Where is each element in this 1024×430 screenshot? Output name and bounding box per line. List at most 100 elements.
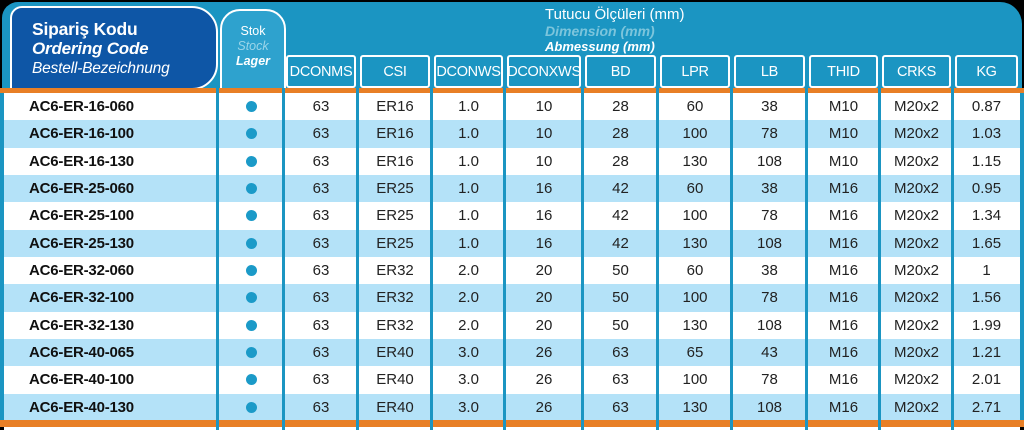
value-cell-bd: 42: [612, 207, 629, 225]
value-cell-bd: 63: [612, 344, 629, 362]
stock-cell: [218, 120, 284, 147]
table-row: AC6-ER-16-100 63 ER16 1.0 10 28 100 78 M10 M20x2 1…: [4, 120, 1020, 148]
column-divider: [430, 88, 433, 430]
value-cell-thid: M10: [828, 125, 859, 143]
value-cell-csi: ER32: [376, 316, 414, 334]
table-body: AC6-ER-16-060 63 ER16 1.0 10 28 60 38 M10 M20x2 0.…: [4, 93, 1020, 421]
value-cell-crks: M20x2: [893, 98, 940, 116]
value-cell-lb: 78: [761, 289, 778, 307]
value-cell-dconws: 1.0: [458, 125, 479, 143]
value-cell-dconws: 3.0: [458, 344, 479, 362]
value-cell-dconxws: 16: [535, 234, 553, 252]
column-divider: [730, 88, 733, 430]
value-cell-lpr: 60: [686, 98, 704, 116]
value-cell-kg: 1.15: [971, 152, 1002, 170]
orange-divider-top: [0, 88, 1024, 93]
value-cell-lpr: 100: [682, 207, 708, 225]
stock-cell: [218, 312, 284, 339]
value-cell-bd: 28: [612, 98, 629, 116]
value-cell-dconms: 63: [312, 289, 330, 307]
table-row: AC6-ER-32-100 63 ER32 2.0 20 50 100 78 M16 M20x2 1…: [4, 284, 1020, 312]
column-divider: [805, 88, 808, 430]
ordering-code-cell: AC6-ER-32-060: [29, 262, 134, 280]
value-cell-crks: M20x2: [893, 316, 940, 334]
value-cell-dconms: 63: [312, 207, 330, 225]
value-cell-dconws: 2.0: [458, 262, 479, 280]
value-cell-bd: 28: [612, 152, 629, 170]
value-cell-csi: ER16: [376, 125, 414, 143]
value-cell-crks: M20x2: [893, 152, 940, 170]
ordering-code-cell: AC6-ER-40-100: [29, 371, 134, 389]
value-cell-dconws: 2.0: [458, 289, 479, 307]
value-cell-crks: M20x2: [893, 234, 940, 252]
value-cell-dconxws: 10: [535, 98, 553, 116]
table-row: AC6-ER-40-065 63 ER40 3.0 26 63 65 43 M16 M20x2 1.…: [4, 338, 1020, 367]
value-cell-dconws: 2.0: [458, 316, 479, 334]
table-row: AC6-ER-25-130 63 ER25 1.0 16 42 130 108 M16 M20x2…: [4, 229, 1020, 257]
in-stock-dot: [245, 319, 257, 331]
value-cell-dconms: 63: [312, 125, 330, 143]
dimensions-title-de: Abmessung (mm): [545, 39, 655, 54]
column-divider: [503, 88, 506, 430]
value-cell-bd: 42: [612, 234, 629, 252]
stock-cell: [218, 175, 284, 202]
table-row: AC6-ER-40-130 63 ER40 3.0 26 63 130 108 M16 M20x2…: [4, 393, 1020, 421]
in-stock-dot: [245, 265, 257, 277]
stock-cell: [218, 394, 284, 421]
value-cell-dconws: 1.0: [458, 98, 479, 116]
value-cell-crks: M20x2: [893, 180, 940, 198]
value-cell-dconms: 63: [312, 152, 330, 170]
table-row: AC6-ER-32-130 63 ER32 2.0 20 50 130 108 M16 M20x2…: [4, 312, 1020, 339]
value-cell-thid: M16: [828, 207, 859, 225]
value-cell-dconws: 1.0: [458, 234, 479, 252]
value-cell-dconms: 63: [312, 316, 330, 334]
column-divider: [282, 88, 285, 430]
stock-cell: [218, 339, 284, 366]
value-cell-kg: 1.65: [971, 234, 1002, 252]
value-cell-dconxws: 26: [535, 398, 553, 416]
value-cell-crks: M20x2: [893, 207, 940, 225]
ordering-code-cell: AC6-ER-40-130: [29, 398, 134, 416]
value-cell-dconws: 1.0: [458, 180, 479, 198]
orange-divider-bottom: [0, 420, 1024, 427]
value-cell-dconxws: 20: [535, 262, 553, 280]
value-cell-crks: M20x2: [893, 289, 940, 307]
value-cell-crks: M20x2: [893, 371, 940, 389]
value-cell-dconxws: 10: [535, 152, 553, 170]
value-cell-lpr: 130: [682, 316, 708, 334]
value-cell-csi: ER40: [376, 371, 414, 389]
value-cell-lpr: 100: [682, 371, 708, 389]
value-cell-dconxws: 16: [535, 207, 553, 225]
value-cell-thid: M16: [828, 289, 859, 307]
stock-cell: [218, 366, 284, 393]
stock-title-en: Stock: [237, 39, 269, 53]
value-cell-kg: 0.87: [971, 98, 1002, 116]
ordering-code-cell: AC6-ER-40-065: [29, 344, 134, 362]
ordering-code-cell: AC6-ER-32-100: [29, 289, 134, 307]
in-stock-dot: [245, 374, 257, 386]
in-stock-dot: [245, 183, 257, 195]
column-header-lpr: LPR: [660, 55, 730, 88]
value-cell-csi: ER40: [376, 344, 414, 362]
value-cell-bd: 50: [612, 262, 629, 280]
value-cell-thid: M16: [828, 344, 859, 362]
value-cell-dconms: 63: [312, 371, 330, 389]
table-row: AC6-ER-16-130 63 ER16 1.0 10 28 130 108 M10 M20x2…: [4, 148, 1020, 175]
value-cell-lpr: 130: [682, 234, 708, 252]
value-cell-dconxws: 20: [535, 289, 553, 307]
value-cell-kg: 1.03: [971, 125, 1002, 143]
in-stock-dot: [245, 155, 257, 167]
value-cell-lb: 78: [761, 371, 778, 389]
ordering-code-cell: AC6-ER-25-060: [29, 180, 134, 198]
column-header-bd: BD: [585, 55, 656, 88]
in-stock-dot: [245, 128, 257, 140]
dimensions-title-tr: Tutucu Ölçüleri (mm): [545, 6, 685, 23]
value-cell-dconms: 63: [312, 234, 330, 252]
value-cell-csi: ER16: [376, 152, 414, 170]
value-cell-dconms: 63: [312, 398, 330, 416]
value-cell-csi: ER25: [376, 207, 414, 225]
value-cell-lpr: 65: [686, 344, 704, 362]
value-cell-csi: ER40: [376, 398, 414, 416]
value-cell-kg: 0.95: [971, 180, 1002, 198]
